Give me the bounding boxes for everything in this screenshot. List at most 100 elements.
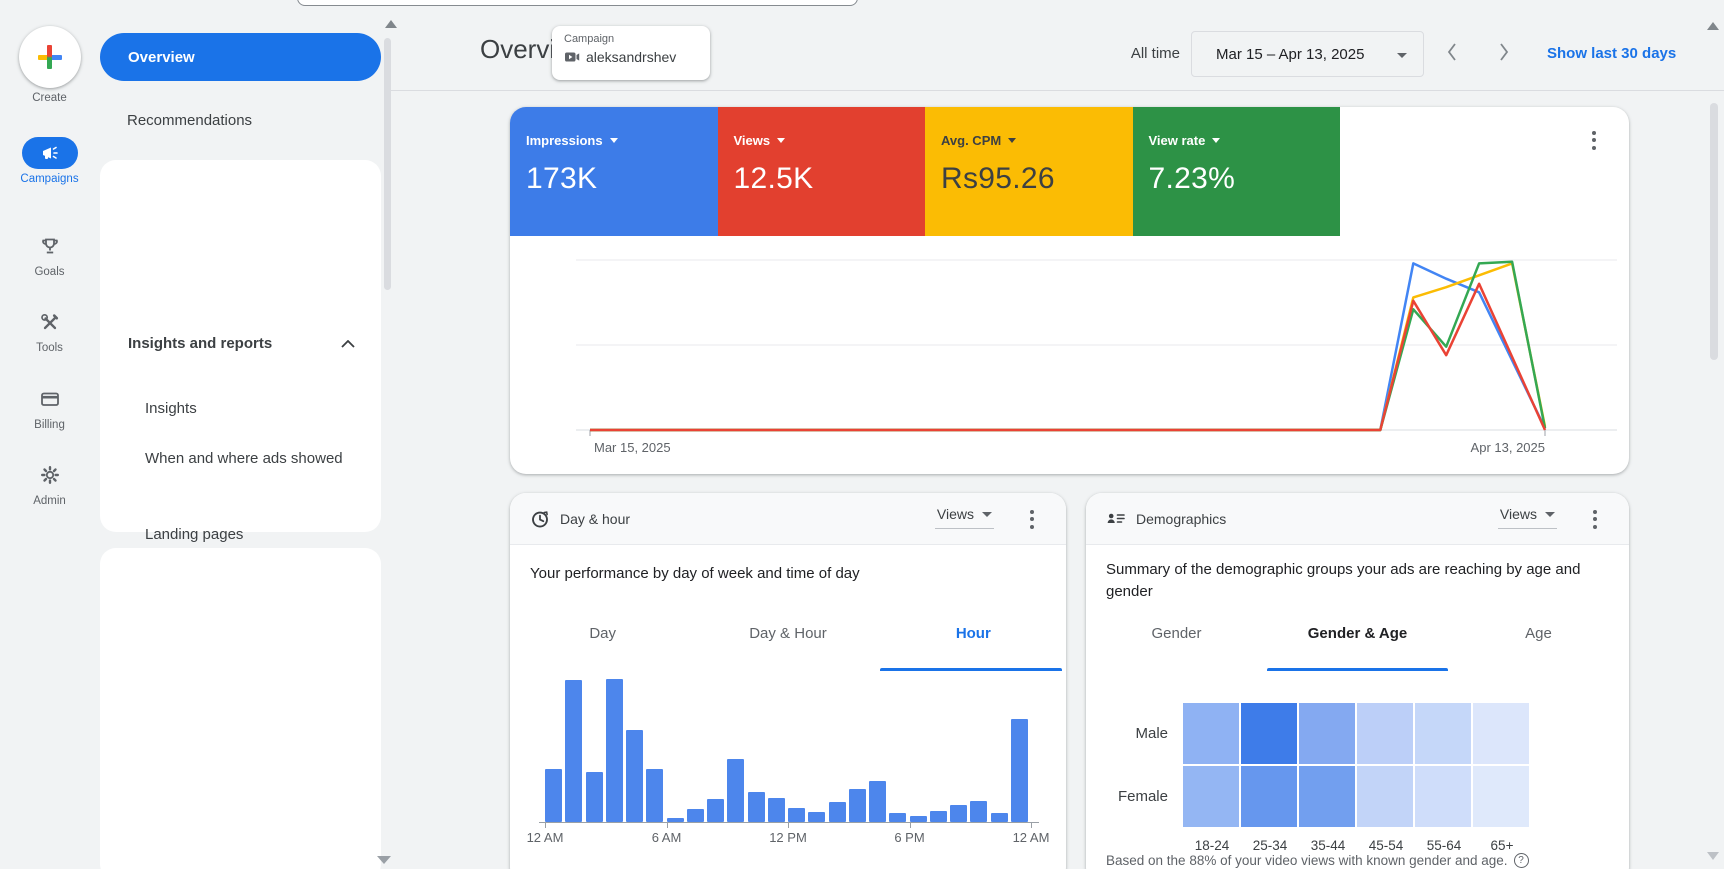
show-last-30-days-link[interactable]: Show last 30 days — [1547, 45, 1677, 62]
nav-item-landing-pages[interactable]: Landing pages — [145, 526, 244, 543]
page-scroll-up-icon[interactable] — [1707, 22, 1719, 30]
heatmap-cell-female-45-54[interactable] — [1357, 766, 1413, 827]
heatmap-cell-male-18-24[interactable] — [1183, 703, 1239, 764]
nav-item-when-and-where-ads-showed[interactable]: When and where ads showed — [145, 450, 343, 467]
card-menu-button[interactable] — [1024, 504, 1040, 534]
heatmap-cell-male-65plus[interactable] — [1473, 703, 1529, 764]
hour-bar-10am[interactable] — [747, 792, 765, 822]
rail-item-goals[interactable]: Goals — [0, 230, 99, 278]
tab-age[interactable]: Age — [1525, 625, 1552, 642]
hour-bar-5pm[interactable] — [889, 813, 907, 822]
hour-bar-10pm[interactable] — [990, 813, 1008, 822]
hour-bar-9pm[interactable] — [970, 801, 988, 822]
card-menu-button[interactable] — [1586, 125, 1602, 155]
heatmap-cell-male-25-34[interactable] — [1241, 703, 1297, 764]
tab-day-and-hour[interactable]: Day & Hour — [749, 625, 827, 642]
demographics-tabs: Gender Gender & Age Age — [1086, 615, 1629, 673]
tab-day[interactable]: Day — [589, 625, 616, 642]
hour-bar-7am[interactable] — [686, 809, 704, 822]
campaign-scope-chip[interactable]: Campaign aleksandrshev — [552, 26, 710, 80]
gender-age-heatmap[interactable] — [1183, 703, 1529, 827]
hour-bar-6pm[interactable] — [909, 816, 927, 822]
hour-bar-6am[interactable] — [666, 818, 684, 822]
metric-selector[interactable]: Views — [934, 506, 994, 529]
hour-bar-11pm[interactable] — [1010, 719, 1028, 822]
admin-pill[interactable] — [22, 459, 78, 491]
hour-bar-5am[interactable] — [646, 769, 664, 822]
scorecard-value: Rs95.26 — [941, 162, 1055, 195]
heatmap-cell-female-35-44[interactable] — [1299, 766, 1355, 827]
heatmap-row-label-male: Male — [1135, 725, 1168, 742]
heatmap-cell-male-45-54[interactable] — [1357, 703, 1413, 764]
chevron-down-icon — [1397, 53, 1407, 58]
heatmap-column-label-18-24: 18-24 — [1194, 838, 1230, 853]
previous-period-button[interactable] — [1445, 41, 1459, 63]
nav-item-recommendations[interactable]: Recommendations — [127, 112, 253, 129]
chevron-down-icon[interactable] — [777, 138, 786, 143]
goals-pill[interactable] — [22, 230, 78, 262]
date-range-picker[interactable]: Mar 15 – Apr 13, 2025 — [1191, 31, 1424, 77]
chevron-down-icon[interactable] — [609, 138, 618, 143]
x-axis-tick — [1031, 822, 1032, 828]
hour-bar-3am[interactable] — [605, 679, 623, 822]
hour-bar-9am[interactable] — [727, 759, 745, 822]
campaigns-pill[interactable] — [21, 137, 78, 169]
hour-bar-4am[interactable] — [626, 730, 643, 822]
hour-bar-8am[interactable] — [707, 799, 724, 822]
hour-bar-4pm[interactable] — [869, 781, 886, 822]
hour-bar-2am[interactable] — [585, 772, 603, 822]
heatmap-cell-male-35-44[interactable] — [1299, 703, 1355, 764]
rail-item-tools[interactable]: Tools — [0, 306, 99, 354]
page-scrollbar[interactable] — [1710, 103, 1718, 360]
billing-pill[interactable] — [22, 383, 78, 415]
search-input[interactable] — [297, 0, 858, 6]
create-circle[interactable] — [18, 26, 81, 88]
chevron-down-icon[interactable] — [1008, 138, 1017, 143]
performance-timeline-chart[interactable] — [510, 107, 1629, 474]
chevron-down-icon[interactable] — [1212, 138, 1221, 143]
hour-bar-2pm[interactable] — [828, 802, 846, 822]
hour-bar-12pm[interactable] — [788, 808, 805, 822]
next-period-button[interactable] — [1497, 41, 1511, 63]
card-menu-button[interactable] — [1587, 504, 1603, 534]
nav-item-insights[interactable]: Insights — [145, 400, 197, 417]
hour-bar-1am[interactable] — [565, 680, 583, 822]
timeline-series-views — [590, 282, 1547, 432]
hour-bar-7pm[interactable] — [929, 811, 947, 822]
heatmap-cell-female-25-34[interactable] — [1241, 766, 1297, 827]
rail-item-admin[interactable]: Admin — [0, 459, 99, 507]
hour-bar-11am[interactable] — [767, 798, 785, 822]
nav-item-overview[interactable]: Overview — [100, 33, 381, 81]
tools-pill[interactable] — [22, 306, 78, 338]
hour-bar-3pm[interactable] — [848, 789, 866, 822]
tab-gender-and-age[interactable]: Gender & Age — [1307, 625, 1408, 642]
chevron-up-icon[interactable] — [341, 340, 355, 348]
nav-group-title[interactable]: Insights and reports — [128, 335, 273, 352]
heatmap-cell-female-65plus[interactable] — [1473, 766, 1529, 827]
page-scroll-down-icon[interactable] — [1707, 852, 1719, 860]
scorecard-view-rate[interactable]: View rate 7.23% — [1132, 107, 1340, 236]
hour-bar-8pm[interactable] — [950, 805, 967, 822]
hour-bar-12am[interactable] — [545, 769, 562, 822]
heatmap-cell-male-55-64[interactable] — [1415, 703, 1471, 764]
heatmap-column-label-55-64: 55-64 — [1426, 838, 1462, 853]
credit-card-icon — [40, 392, 59, 406]
help-icon[interactable]: ? — [1513, 853, 1529, 868]
scorecard-avg-cpm[interactable]: Avg. CPM Rs95.26 — [925, 107, 1133, 236]
rail-item-billing[interactable]: Billing — [0, 383, 99, 431]
tab-hour[interactable]: Hour — [955, 625, 991, 642]
heatmap-cell-female-55-64[interactable] — [1415, 766, 1471, 827]
rail-item-campaigns[interactable]: Campaigns — [0, 137, 99, 185]
nav-scroll-down-icon[interactable] — [377, 856, 391, 864]
hour-bar-1pm[interactable] — [808, 812, 826, 822]
views-by-hour-bar-chart[interactable] — [545, 679, 1035, 822]
tab-gender[interactable]: Gender — [1151, 625, 1202, 642]
metric-selector[interactable]: Views — [1497, 506, 1557, 529]
heatmap-cell-female-18-24[interactable] — [1183, 766, 1239, 827]
create-button[interactable]: Create — [0, 26, 99, 104]
nav-scrollbar[interactable] — [384, 38, 391, 290]
nav-scroll-up-icon[interactable] — [385, 20, 397, 28]
create-label: Create — [32, 92, 67, 104]
scorecard-views[interactable]: Views 12.5K — [717, 107, 925, 236]
scorecard-impressions[interactable]: Impressions 173K — [510, 107, 718, 236]
